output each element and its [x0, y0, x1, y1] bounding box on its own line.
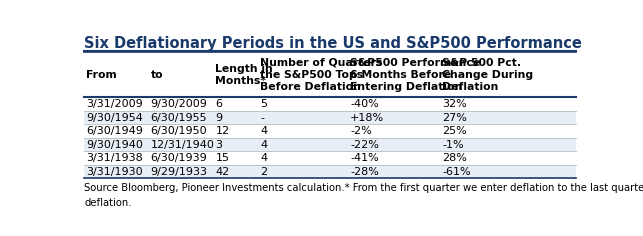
Text: 6/30/1950: 6/30/1950 — [150, 126, 207, 136]
Text: 3/31/1938: 3/31/1938 — [86, 153, 143, 163]
Text: -61%: -61% — [442, 167, 471, 177]
Text: 6: 6 — [215, 99, 222, 109]
Text: 12/31/1940: 12/31/1940 — [150, 139, 215, 150]
Text: Number of Quarters
the S&P500 Tops
Before Deflation: Number of Quarters the S&P500 Tops Befor… — [260, 58, 383, 92]
Text: Six Deflationary Periods in the US and S&P500 Performance: Six Deflationary Periods in the US and S… — [84, 37, 583, 51]
Text: 27%: 27% — [442, 113, 467, 123]
Bar — [84, 165, 576, 178]
Text: 9/30/1940: 9/30/1940 — [86, 139, 143, 150]
Text: Length in
Months*: Length in Months* — [215, 64, 273, 86]
Text: deflation.: deflation. — [84, 198, 132, 208]
Bar — [84, 124, 576, 138]
Bar — [84, 138, 576, 151]
Bar — [84, 111, 576, 124]
Text: 3/31/1930: 3/31/1930 — [86, 167, 143, 177]
Text: 9: 9 — [215, 113, 222, 123]
Text: -1%: -1% — [442, 139, 464, 150]
Text: to: to — [150, 70, 163, 80]
Text: +18%: +18% — [350, 113, 384, 123]
Text: 3/31/2009: 3/31/2009 — [86, 99, 143, 109]
Text: 28%: 28% — [442, 153, 467, 163]
Bar — [84, 97, 576, 111]
Text: 9/30/1954: 9/30/1954 — [86, 113, 143, 123]
Text: 15: 15 — [215, 153, 230, 163]
Text: 25%: 25% — [442, 126, 467, 136]
Text: -: - — [260, 113, 264, 123]
Text: 6/30/1949: 6/30/1949 — [86, 126, 143, 136]
Text: S&P500 Performance
6 Months Before
Entering Deflation: S&P500 Performance 6 Months Before Enter… — [350, 58, 480, 92]
Text: -22%: -22% — [350, 139, 379, 150]
Text: 42: 42 — [215, 167, 230, 177]
Text: 4: 4 — [260, 126, 267, 136]
Text: Source Bloomberg, Pioneer Investments calculation.* From the first quarter we en: Source Bloomberg, Pioneer Investments ca… — [84, 183, 643, 193]
Text: 9/29/1933: 9/29/1933 — [150, 167, 208, 177]
Text: 6/30/1955: 6/30/1955 — [150, 113, 207, 123]
Text: -2%: -2% — [350, 126, 372, 136]
Text: 5: 5 — [260, 99, 267, 109]
Text: S&P 500 Pct.
Change During
Deflation: S&P 500 Pct. Change During Deflation — [442, 58, 533, 92]
Bar — [84, 151, 576, 165]
Text: 2: 2 — [260, 167, 267, 177]
Text: -40%: -40% — [350, 99, 379, 109]
Text: -28%: -28% — [350, 167, 379, 177]
Text: 3: 3 — [215, 139, 222, 150]
Text: 4: 4 — [260, 153, 267, 163]
Bar — [84, 52, 576, 178]
Text: 6/30/1939: 6/30/1939 — [150, 153, 208, 163]
Text: 32%: 32% — [442, 99, 467, 109]
Text: 9/30/2009: 9/30/2009 — [150, 99, 208, 109]
Text: From: From — [86, 70, 116, 80]
Text: -41%: -41% — [350, 153, 379, 163]
Text: 4: 4 — [260, 139, 267, 150]
Text: 12: 12 — [215, 126, 230, 136]
